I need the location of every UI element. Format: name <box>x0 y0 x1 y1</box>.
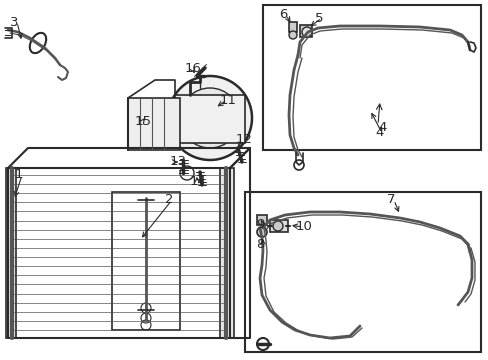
Bar <box>257 215 266 225</box>
Bar <box>269 220 287 232</box>
Text: 10: 10 <box>295 220 312 234</box>
Circle shape <box>194 102 225 134</box>
Text: 4: 4 <box>377 121 386 135</box>
Text: 6: 6 <box>279 9 287 22</box>
Circle shape <box>272 221 283 231</box>
Text: 14: 14 <box>190 175 206 189</box>
Circle shape <box>288 31 296 39</box>
Bar <box>220 168 234 338</box>
Text: 7: 7 <box>386 193 395 207</box>
Text: 11: 11 <box>220 94 237 107</box>
Text: 4: 4 <box>374 126 383 139</box>
Circle shape <box>257 227 266 237</box>
Bar <box>112 192 180 330</box>
Bar <box>299 25 311 37</box>
Text: 15: 15 <box>135 116 152 129</box>
Text: 5: 5 <box>314 12 323 24</box>
Circle shape <box>180 88 240 148</box>
Circle shape <box>302 27 311 37</box>
Text: 1: 1 <box>15 168 23 181</box>
Text: 8: 8 <box>256 238 264 252</box>
Text: 3: 3 <box>10 15 19 28</box>
Text: 16: 16 <box>184 62 202 75</box>
Circle shape <box>168 76 251 160</box>
Text: 2: 2 <box>164 193 173 207</box>
Bar <box>244 192 480 352</box>
Bar <box>263 5 480 150</box>
Text: 13: 13 <box>170 156 186 168</box>
Bar <box>288 22 296 32</box>
Bar <box>6 168 16 338</box>
Text: 9: 9 <box>256 219 264 231</box>
Bar <box>128 98 180 150</box>
Bar <box>175 95 244 143</box>
Text: 12: 12 <box>236 134 252 147</box>
